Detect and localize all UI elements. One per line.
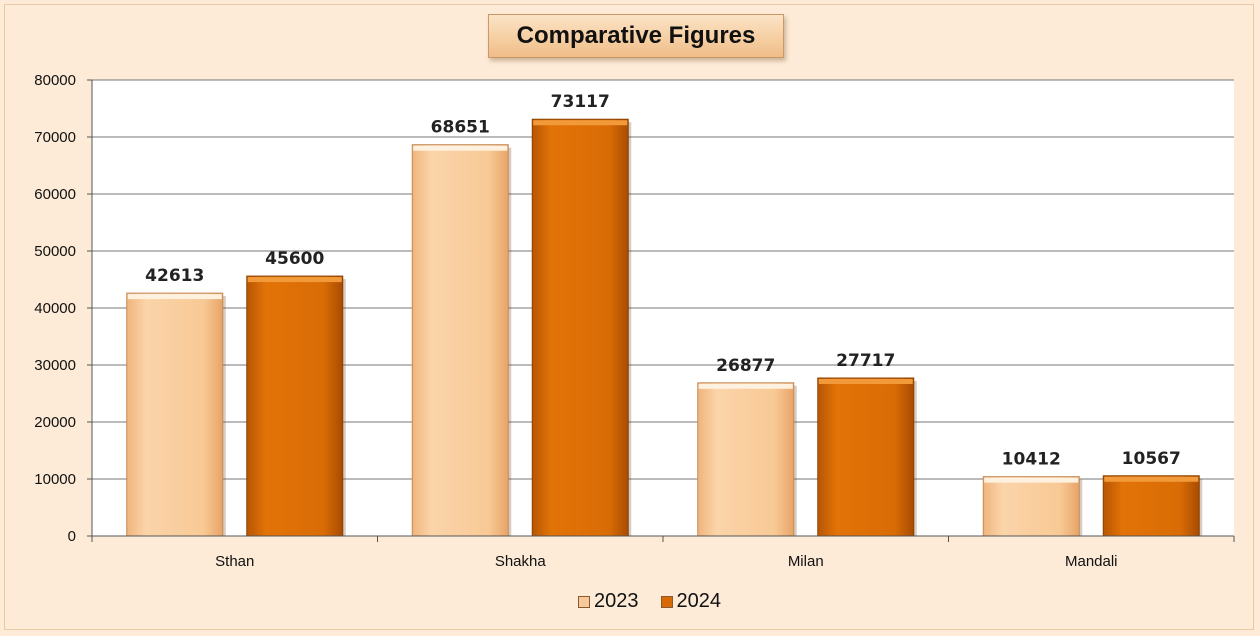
bar-2023-milan bbox=[697, 382, 795, 537]
legend-swatch-2023 bbox=[578, 595, 590, 608]
y-tick-label: 30000 bbox=[34, 357, 76, 374]
x-tick-label: Sthan bbox=[215, 553, 254, 570]
y-tick-label: 70000 bbox=[34, 129, 76, 146]
legend: 2023 2024 bbox=[578, 590, 721, 613]
legend-item-2023: 2023 bbox=[578, 590, 639, 613]
bar-2024-milan bbox=[817, 377, 915, 537]
y-tick-label: 50000 bbox=[34, 243, 76, 260]
bar-cap bbox=[127, 294, 222, 300]
x-tick-label: Milan bbox=[788, 553, 824, 570]
y-tick-label: 40000 bbox=[34, 300, 76, 317]
y-tick-label: 0 bbox=[68, 528, 76, 545]
bar-2024-mandali bbox=[1102, 475, 1200, 537]
legend-swatch-2024 bbox=[660, 595, 673, 608]
legend-item-2024: 2024 bbox=[660, 590, 722, 613]
data-label: 68651 bbox=[431, 118, 490, 138]
y-tick-label: 80000 bbox=[34, 72, 76, 89]
bar-cap bbox=[533, 120, 628, 126]
data-label: 42613 bbox=[145, 266, 204, 286]
bar-cap bbox=[818, 379, 913, 385]
chart-title-box: Comparative Figures bbox=[488, 14, 784, 58]
bar-cap bbox=[413, 145, 508, 151]
bar-cap bbox=[247, 277, 342, 283]
data-label: 27717 bbox=[836, 351, 895, 371]
bar-cap bbox=[698, 383, 793, 389]
bar-2023-mandali bbox=[982, 476, 1080, 537]
bar-2023-shakha bbox=[411, 144, 509, 537]
chart-frame bbox=[4, 4, 1254, 630]
data-label: 45600 bbox=[265, 249, 324, 269]
data-label: 10567 bbox=[1122, 449, 1181, 469]
data-label: 26877 bbox=[716, 356, 775, 376]
data-label: 10412 bbox=[1002, 450, 1061, 470]
bar-cap bbox=[984, 477, 1079, 483]
x-tick-label: Mandali bbox=[1065, 553, 1118, 570]
legend-label-2023: 2023 bbox=[594, 590, 639, 612]
legend-label-2024: 2024 bbox=[676, 590, 722, 612]
bar-2024-sthan bbox=[246, 275, 344, 537]
bar-cap bbox=[1104, 476, 1199, 482]
y-tick-label: 20000 bbox=[34, 414, 76, 431]
y-tick-label: 10000 bbox=[34, 471, 76, 488]
x-tick-label: Shakha bbox=[495, 553, 547, 570]
chart-title: Comparative Figures bbox=[516, 22, 756, 49]
bar-2023-sthan bbox=[126, 292, 224, 537]
bar-2024-shakha bbox=[531, 118, 629, 537]
y-tick-label: 60000 bbox=[34, 186, 76, 203]
data-label: 73117 bbox=[551, 92, 610, 112]
